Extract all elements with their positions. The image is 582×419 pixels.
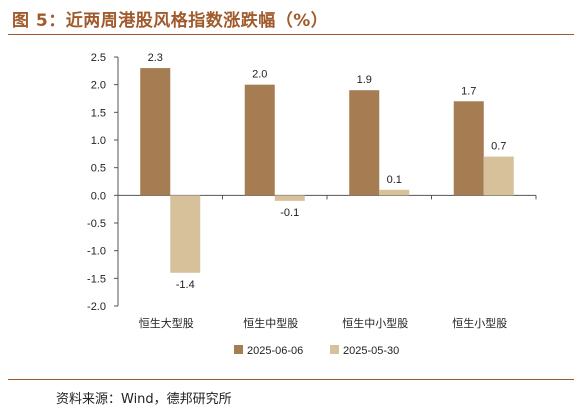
- bar-series-1: [349, 90, 380, 196]
- data-label: 2.0: [252, 69, 267, 81]
- data-label: -0.1: [280, 207, 299, 219]
- bar-series-2: [170, 195, 201, 273]
- data-label: -1.4: [176, 279, 195, 291]
- category-label: 恒生小型股: [452, 316, 507, 330]
- legend-label: 2025-05-30: [343, 345, 399, 357]
- source-divider: [8, 379, 574, 380]
- source-note: 资料来源：Wind，德邦研究所: [56, 392, 232, 407]
- title-divider: [8, 34, 574, 35]
- bar-series-1: [244, 84, 275, 196]
- y-tick-label: 0.5: [91, 163, 106, 175]
- category-label: 恒生中小型股: [342, 316, 408, 330]
- bar-series-2: [379, 189, 410, 196]
- y-tick-label: 0.0: [91, 190, 106, 202]
- data-label: 0.7: [491, 141, 506, 153]
- chart-title: 图 5：近两周港股风格指数涨跌幅（%）: [12, 11, 329, 31]
- bar-series-1: [140, 68, 171, 196]
- y-tick-label: 2.5: [91, 52, 106, 64]
- y-tick-label: -0.5: [87, 218, 106, 230]
- bar-series-1: [453, 101, 484, 196]
- data-label: 1.7: [461, 85, 476, 97]
- bar-series-2: [274, 195, 305, 201]
- legend-swatch: [234, 345, 243, 354]
- y-tick-label: 1.5: [91, 107, 106, 119]
- y-tick-label: -1.5: [87, 273, 106, 285]
- category-label: 恒生大型股: [139, 316, 194, 330]
- data-label: 1.9: [357, 74, 372, 86]
- category-label: 恒生中型股: [243, 316, 298, 330]
- y-tick-label: -2.0: [87, 301, 106, 313]
- bar-series-2: [483, 156, 514, 196]
- y-tick-label: 1.0: [91, 135, 106, 147]
- y-tick-label: -1.0: [87, 246, 106, 258]
- y-tick-label: 2.0: [91, 80, 106, 92]
- data-label: 2.3: [148, 52, 163, 64]
- legend-label: 2025-06-06: [247, 345, 303, 357]
- legend-swatch: [330, 345, 339, 354]
- data-label: 0.1: [387, 174, 402, 186]
